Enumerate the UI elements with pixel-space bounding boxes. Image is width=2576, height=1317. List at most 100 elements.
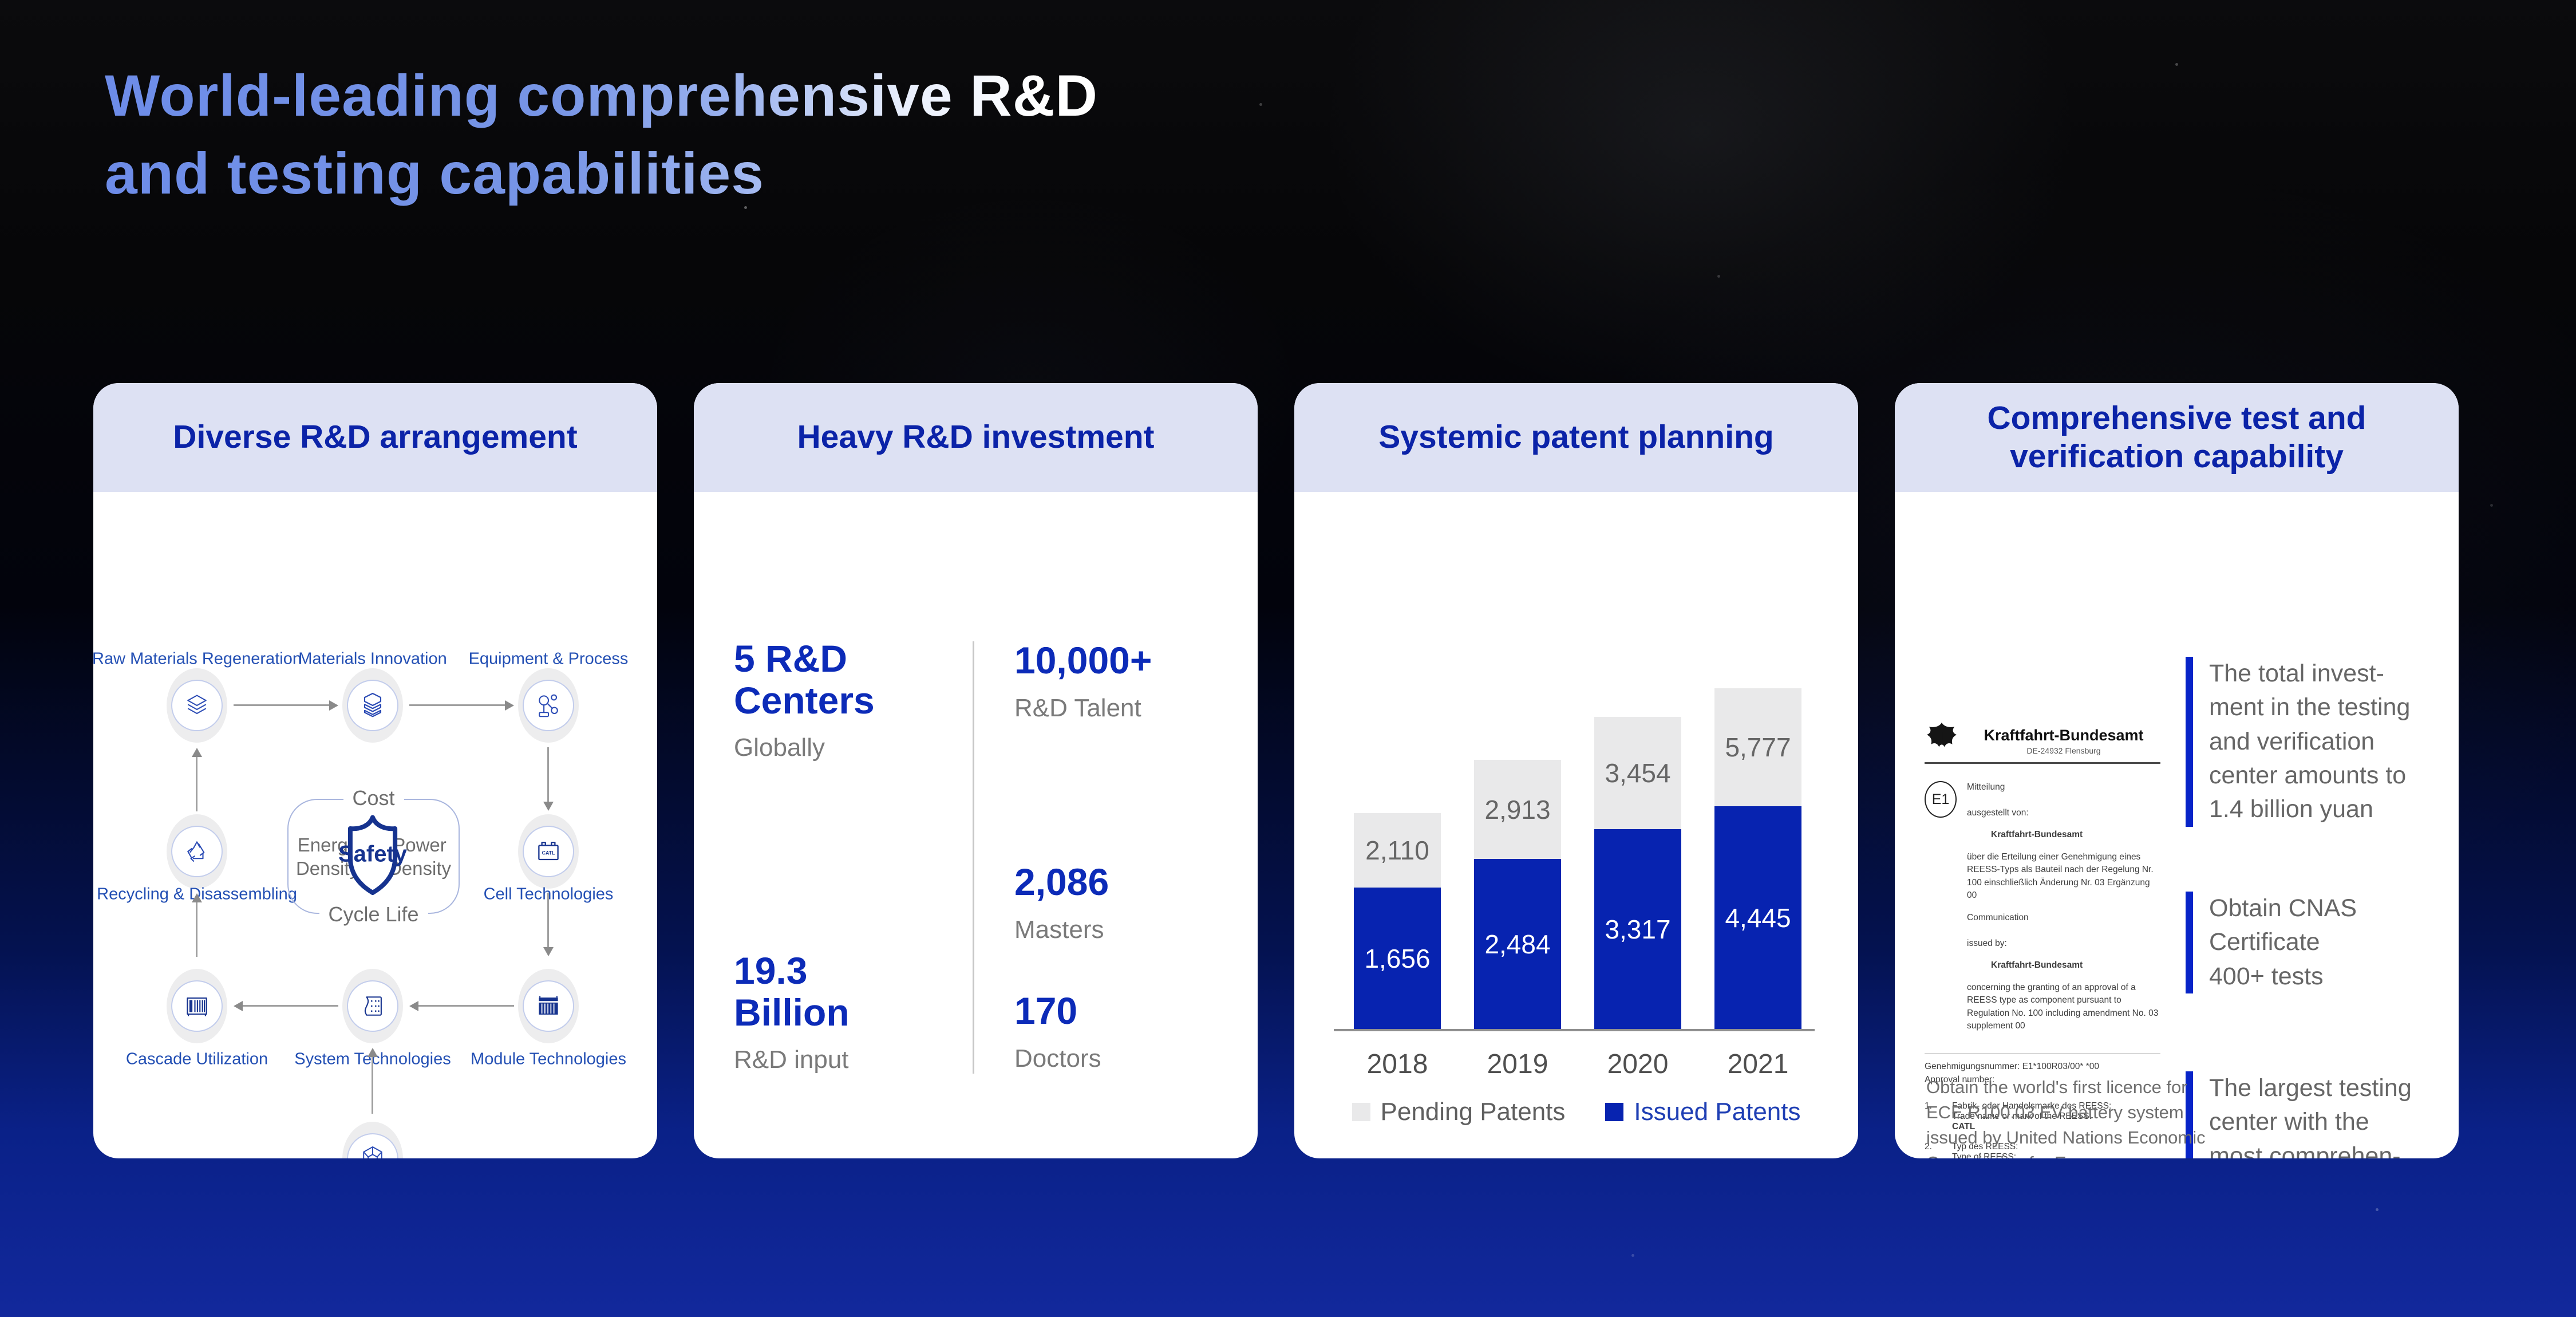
- battery-module-icon: [539, 996, 558, 1015]
- flow-arrow-right: [409, 704, 505, 706]
- stat-label: Doctors: [1014, 1044, 1101, 1072]
- frame-label-cycle-life: Cycle Life: [319, 902, 428, 926]
- stat-value: 10,000+: [1014, 639, 1152, 681]
- frame-label-energy-density: Energy Density: [295, 834, 359, 879]
- accent-bar: [2186, 892, 2193, 993]
- issued-segment: 1,656: [1354, 888, 1441, 1029]
- certificate-de-body: über die Erteilung einer Genehmigung ein…: [1967, 851, 2154, 901]
- year-label: 2018: [1366, 1049, 1428, 1079]
- node-equipment-process: [518, 668, 579, 743]
- legend-pending-patents: Pending Patents: [1352, 1098, 1565, 1126]
- stats-divider: [973, 641, 974, 1074]
- highlight-total-investment: The total invest- ment in the testing an…: [2186, 657, 2410, 827]
- federal-eagle-icon: [1927, 722, 1957, 747]
- certificate-item: 2. Typ des REESS:Type of REESS:PACK_HDC_…: [1925, 1142, 2160, 1158]
- stat-value: 170: [1014, 989, 1078, 1032]
- layers-icon: [187, 695, 207, 715]
- item-de: Fabrik- oder Handelsmarke des REESS:: [1952, 1101, 2112, 1111]
- node-label: Materials Innovation: [298, 649, 447, 668]
- card-title: Diverse R&D arrangement: [93, 383, 657, 492]
- item-en: Type of REESS:: [1952, 1152, 2016, 1158]
- pending-segment: 3,454: [1594, 717, 1681, 829]
- highlight-text: The largest testing center with the most…: [2209, 1074, 2412, 1158]
- slide-title: World-leading comprehensive R&D and test…: [105, 57, 1098, 212]
- highlight-text: The total invest- ment in the testing an…: [2209, 660, 2411, 823]
- node-label: Module Technologies: [471, 1050, 626, 1068]
- stat-label: R&D Talent: [1014, 693, 1141, 722]
- pending-segment: 5,777: [1714, 688, 1801, 806]
- item-number: 1.: [1925, 1101, 1932, 1111]
- material-stack-icon: [364, 692, 382, 717]
- x-axis: [1334, 1029, 1815, 1031]
- issued-segment: 4,445: [1714, 806, 1801, 1029]
- highlight-cnas-certificate: Obtain CNAS Certificate 400+ tests: [2186, 892, 2357, 993]
- pending-segment: 2,110: [1354, 813, 1441, 888]
- chart-legend: Pending Patents Issued Patents: [1294, 1098, 1858, 1126]
- stat-label: Masters: [1014, 915, 1104, 944]
- card-heavy-rd-investment: Heavy R&D investment 5 R&D Centers Globa…: [694, 383, 1258, 1158]
- node-raw-materials: [167, 668, 227, 743]
- flow-arrow-down: [547, 893, 549, 948]
- stat-value: 5 R&D Centers: [734, 637, 875, 721]
- frame-label-cost: Cost: [343, 786, 404, 810]
- certificate-rule: [1925, 762, 2160, 764]
- rd-flow-diagram: Raw Materials Regeneration Materials Inn…: [93, 492, 657, 1158]
- stat-rd-talent: 10,000+ R&D Talent: [1014, 640, 1152, 723]
- certificate-item: 1. Fabrik- oder Handelsmarke des REESS: T…: [1925, 1101, 2160, 1132]
- accent-bar: [2186, 1071, 2193, 1158]
- item-de: Typ des REESS:: [1952, 1142, 2018, 1152]
- node-module-technologies: [518, 969, 579, 1043]
- kba-certificate: Kraftfahrt-Bundesamt DE-24932 Flensburg …: [1925, 721, 2160, 1158]
- item-value: CATL: [1952, 1122, 1976, 1131]
- stat-rd-input: 19.3 Billion R&D input: [734, 950, 850, 1074]
- year-label: 2020: [1607, 1049, 1669, 1079]
- stat-rd-centers: 5 R&D Centers Globally: [734, 638, 875, 762]
- flow-arrow-up: [196, 756, 197, 811]
- highlight-text: Obtain CNAS Certificate 400+ tests: [2209, 894, 2357, 990]
- certificate-de-issuer: Kraftfahrt-Bundesamt: [1991, 830, 2083, 840]
- flow-arrow-left: [418, 1005, 514, 1007]
- pending-segment: 2,913: [1474, 760, 1561, 859]
- recycle-icon: [187, 841, 205, 862]
- svg-text:CATL: CATL: [542, 850, 555, 855]
- ece-licence-note: Obtain the world's first licence for ECE…: [1926, 1077, 2206, 1158]
- node-cell-technologies: CATL: [518, 814, 579, 889]
- bar-2020: 3,454 3,317: [1594, 717, 1681, 1029]
- robot-arm-icon: [539, 694, 558, 717]
- test-verification-content: Kraftfahrt-Bundesamt DE-24932 Flensburg …: [1895, 492, 2459, 1158]
- issued-swatch-icon: [1605, 1103, 1624, 1121]
- node-label: Equipment & Process: [468, 649, 629, 668]
- card-title: Heavy R&D investment: [694, 383, 1258, 492]
- card-test-verification: Comprehensive test and verification capa…: [1895, 383, 2459, 1158]
- legend-issued-patents: Issued Patents: [1605, 1098, 1801, 1126]
- certificate-en-body: concerning the granting of an approval o…: [1967, 982, 2159, 1031]
- node-bms-technologies: [342, 1122, 403, 1158]
- bms-cube-icon: [363, 1146, 382, 1158]
- year-label: 2019: [1487, 1049, 1548, 1079]
- bar-2018: 2,110 1,656: [1354, 813, 1441, 1029]
- shield-label: Safety: [338, 841, 408, 867]
- issued-segment: 3,317: [1594, 829, 1681, 1029]
- battery-pack-icon: [364, 996, 382, 1016]
- stat-value: 19.3 Billion: [734, 949, 850, 1034]
- card-title: Systemic patent planning: [1294, 383, 1858, 492]
- flow-arrow-left: [242, 1005, 338, 1007]
- certificate-en-heading: Communication issued by:: [1967, 912, 2029, 948]
- node-cascade-utilization: [167, 969, 227, 1043]
- pending-swatch-icon: [1352, 1103, 1370, 1121]
- item-en: Trade name or mark of the REESS:: [1952, 1111, 2092, 1121]
- node-materials-innovation: [342, 668, 403, 743]
- rd-investment-stats: 5 R&D Centers Globally 10,000+ R&D Talen…: [694, 492, 1258, 1158]
- certificate-de-heading: Mitteilung ausgestellt von:: [1967, 782, 2029, 818]
- flow-arrow-up: [196, 902, 197, 957]
- flow-arrow-right: [234, 704, 330, 706]
- frame-label-power-density: Power Density: [388, 834, 452, 879]
- legend-label: Issued Patents: [1634, 1098, 1801, 1126]
- node-system-technologies: [342, 969, 403, 1043]
- stat-label: R&D input: [734, 1046, 849, 1074]
- certificate-items: 1. Fabrik- oder Handelsmarke des REESS: T…: [1925, 1101, 2160, 1158]
- stat-value: 2,086: [1014, 861, 1109, 903]
- accent-bar: [2186, 657, 2193, 827]
- stat-doctors: 170 Doctors: [1014, 990, 1101, 1073]
- performance-frame: Cost Cycle Life Energy Density Power Den…: [287, 786, 460, 926]
